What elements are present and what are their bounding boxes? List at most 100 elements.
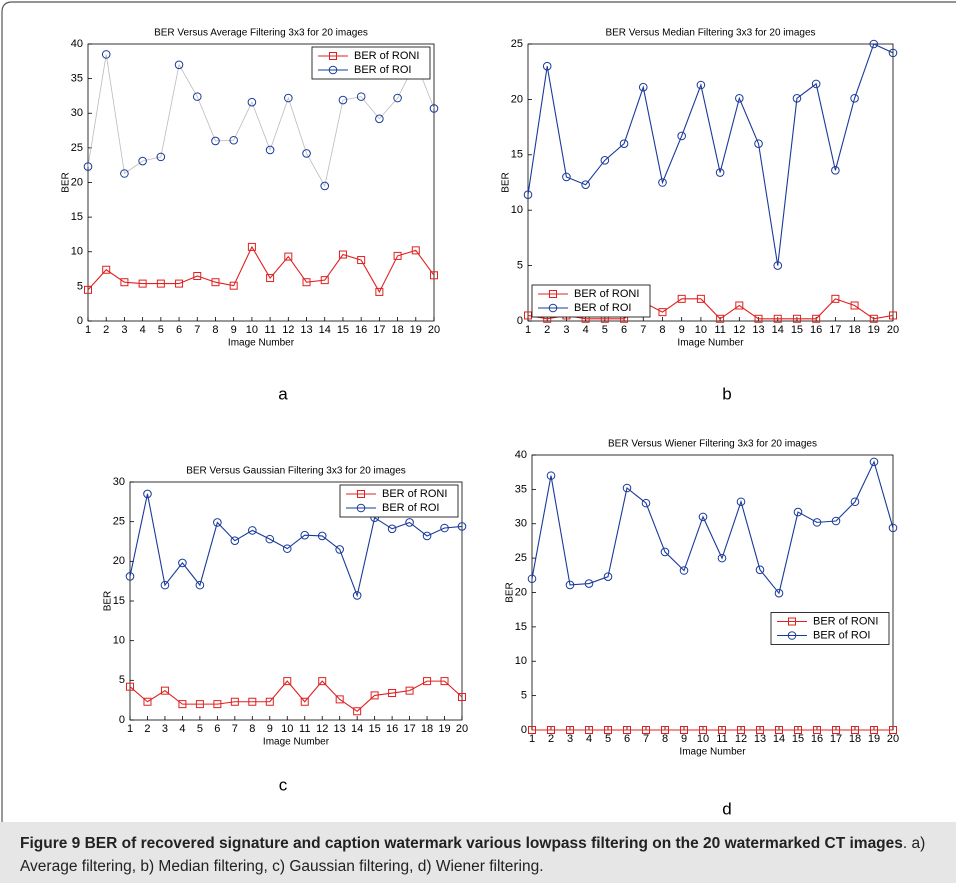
y-axis-label: BER (61, 172, 72, 193)
marker (375, 287, 384, 296)
marker (623, 726, 631, 734)
legend-marker (329, 52, 337, 60)
y-tick-label: 25 (515, 552, 527, 564)
marker (125, 572, 135, 581)
x-tick-label: 11 (714, 324, 725, 336)
marker (889, 726, 897, 734)
marker (638, 82, 648, 92)
marker (754, 314, 763, 323)
marker (812, 314, 821, 323)
marker (547, 726, 555, 734)
y-tick-label: 15 (511, 149, 523, 161)
marker (335, 545, 344, 554)
marker (696, 294, 705, 303)
marker (523, 190, 533, 199)
marker (677, 294, 686, 303)
x-tick-label: 11 (264, 324, 275, 336)
marker (832, 726, 840, 734)
y-axis-label: BER (103, 591, 114, 612)
marker (716, 314, 725, 323)
x-tick-label: 2 (103, 324, 109, 336)
marker (792, 93, 802, 103)
x-tick-label: 5 (158, 324, 164, 336)
marker (604, 726, 612, 734)
caption-text: . a) Average filtering, b) Median filter… (20, 835, 926, 875)
marker (422, 531, 432, 541)
marker (851, 726, 859, 734)
x-tick-label: 5 (197, 723, 203, 735)
marker (320, 181, 330, 191)
x-tick-label: 10 (697, 733, 709, 745)
y-tick-label: 25 (113, 516, 125, 528)
x-tick-label: 8 (212, 324, 218, 336)
y-tick-label: 0 (119, 714, 125, 726)
x-tick-label: 15 (791, 324, 803, 336)
y-tick-label: 0 (517, 315, 523, 327)
marker (661, 726, 669, 734)
marker (160, 580, 170, 590)
marker (143, 489, 152, 499)
chart-title: BER Versus Wiener Filtering 3x3 for 20 i… (608, 439, 817, 450)
marker (230, 536, 240, 546)
marker (717, 553, 727, 563)
marker (229, 281, 238, 290)
x-tick-label: 2 (544, 324, 550, 336)
x-tick-label: 1 (529, 733, 535, 745)
y-tick-label: 35 (515, 483, 527, 495)
x-tick-label: 18 (848, 324, 860, 336)
x-tick-label: 19 (868, 733, 880, 745)
y-tick-label: 10 (113, 635, 125, 647)
marker (811, 79, 821, 89)
caption: Figure 9 BER of recovered signature and … (0, 822, 956, 883)
plot-area (87, 43, 435, 322)
marker (248, 697, 257, 706)
y-tick-label: 10 (515, 655, 527, 667)
marker (773, 314, 782, 323)
marker (411, 246, 420, 255)
marker (405, 686, 414, 695)
x-tick-label: 13 (754, 733, 766, 745)
legend-marker (548, 303, 558, 313)
marker (302, 149, 311, 158)
marker (680, 726, 688, 734)
marker (869, 39, 879, 49)
x-tick-label: 4 (586, 733, 592, 745)
marker (812, 518, 822, 527)
x-tick-label: 7 (232, 723, 238, 735)
y-tick-label: 10 (511, 204, 523, 216)
marker (642, 726, 650, 734)
marker (888, 48, 898, 58)
marker (565, 580, 575, 590)
chart-title: BER Versus Median Filtering 3x3 for 20 i… (605, 28, 815, 39)
marker (229, 135, 238, 145)
marker (794, 726, 802, 734)
marker (775, 726, 783, 734)
marker (735, 301, 744, 310)
series-line (531, 460, 894, 595)
x-tick-label: 14 (773, 733, 785, 745)
x-tick-label: 19 (438, 723, 450, 735)
x-tick-label: 15 (792, 733, 804, 745)
x-tick-label: 6 (621, 324, 627, 336)
x-tick-label: 18 (391, 324, 403, 336)
marker (658, 308, 667, 317)
marker (156, 152, 166, 162)
marker (737, 726, 745, 734)
x-tick-label: 12 (316, 723, 328, 735)
marker (889, 311, 897, 320)
marker (265, 697, 274, 706)
marker (195, 580, 205, 590)
x-tick-label: 20 (428, 324, 440, 336)
marker (756, 726, 764, 734)
x-tick-label: 8 (662, 733, 668, 745)
marker (284, 252, 293, 261)
caption-bold: Figure 9 BER of recovered signature and … (20, 835, 903, 852)
marker (120, 278, 129, 287)
x-tick-label: 13 (752, 324, 764, 336)
x-tick-label: 16 (810, 324, 822, 336)
marker (213, 518, 222, 527)
y-tick-label: 30 (71, 107, 83, 119)
legend-label: BER of ROI (813, 629, 870, 641)
y-tick-label: 15 (515, 621, 527, 633)
marker (352, 591, 362, 600)
